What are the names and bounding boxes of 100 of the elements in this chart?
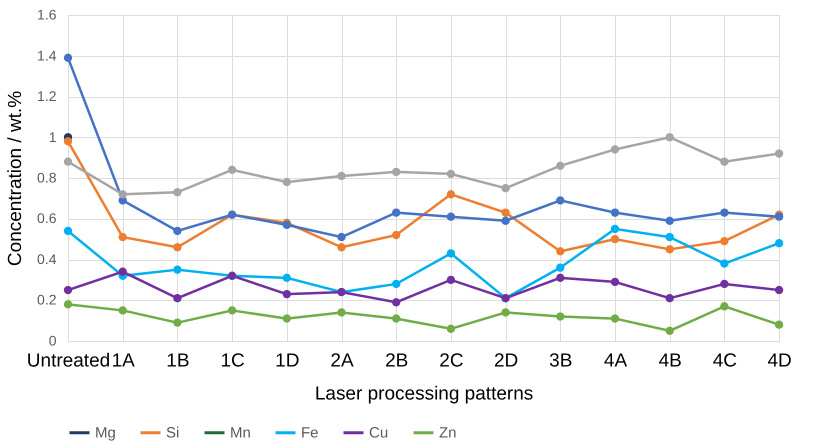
point xyxy=(666,326,674,335)
point xyxy=(228,306,236,315)
x-tick-label: 2A xyxy=(330,350,354,372)
point xyxy=(282,178,291,186)
point xyxy=(666,216,674,225)
point xyxy=(610,278,620,286)
legend-label: Zn xyxy=(438,424,456,442)
point xyxy=(173,188,182,196)
x-tick-label: 3B xyxy=(549,350,572,372)
point xyxy=(173,226,182,236)
legend-label: Mg xyxy=(95,424,116,442)
point xyxy=(501,184,510,192)
point xyxy=(118,190,127,198)
point xyxy=(446,249,456,258)
point xyxy=(64,226,72,236)
y-tick-label: 0.8 xyxy=(37,170,57,186)
point xyxy=(173,294,182,302)
x-tick-label: 4A xyxy=(604,350,628,372)
point xyxy=(774,149,784,158)
point xyxy=(666,294,674,302)
y-tick-label: 0.4 xyxy=(37,251,57,267)
x-tick-label: 2D xyxy=(494,350,518,372)
point xyxy=(446,212,456,221)
point xyxy=(720,280,729,288)
point xyxy=(118,268,127,276)
x-tick-label: 4C xyxy=(712,350,738,372)
y-tick-label: 0.2 xyxy=(37,292,57,308)
point xyxy=(556,247,564,256)
x-tick-label: 1D xyxy=(275,350,300,372)
point xyxy=(501,308,510,317)
point xyxy=(173,243,182,252)
legend-label: Mn xyxy=(230,424,251,442)
point xyxy=(556,162,564,170)
x-tick-label: 1C xyxy=(220,350,245,372)
point xyxy=(556,263,564,272)
point xyxy=(610,234,620,244)
y-tick-label: 1.2 xyxy=(37,88,57,104)
point xyxy=(556,312,564,321)
point xyxy=(610,224,620,234)
x-tick-label: 2B xyxy=(385,350,408,372)
x-tick-label: 4B xyxy=(658,350,682,372)
point xyxy=(392,208,400,217)
y-tick-label: 1.6 xyxy=(37,6,57,22)
legend-label: Si xyxy=(166,424,180,442)
y-tick-label: 1.4 xyxy=(37,47,57,64)
legend-label: Fe xyxy=(301,424,318,442)
point xyxy=(64,286,72,294)
point xyxy=(774,239,784,248)
y-tick-label: 0.6 xyxy=(37,210,57,226)
point xyxy=(64,54,72,62)
point xyxy=(556,274,564,282)
point xyxy=(282,290,291,298)
point xyxy=(720,208,729,217)
point xyxy=(610,145,620,154)
point xyxy=(720,158,729,166)
point xyxy=(337,243,346,252)
point xyxy=(337,232,346,242)
point xyxy=(282,220,291,230)
y-tick-label: 0 xyxy=(48,332,57,348)
x-tick-label: Untreated xyxy=(26,350,110,372)
point xyxy=(720,259,729,268)
point xyxy=(501,208,510,217)
x-tick-label: 4D xyxy=(767,350,792,372)
point xyxy=(282,314,291,323)
point xyxy=(392,168,400,176)
point xyxy=(64,137,72,146)
point xyxy=(774,320,784,329)
point xyxy=(337,172,346,180)
point xyxy=(666,133,674,142)
point xyxy=(501,216,510,225)
point xyxy=(446,190,456,198)
point xyxy=(118,232,127,242)
point xyxy=(228,166,236,174)
point xyxy=(392,230,400,240)
point xyxy=(392,314,400,323)
legend-label: Cu xyxy=(368,424,388,442)
point xyxy=(392,280,400,288)
point xyxy=(720,236,729,246)
point xyxy=(446,324,456,333)
point xyxy=(446,170,456,178)
point xyxy=(610,208,620,217)
x-tick-label: 2C xyxy=(439,350,464,372)
x-axis-title: Laser processing patterns xyxy=(314,384,534,404)
point xyxy=(720,302,729,311)
point xyxy=(666,232,674,242)
point xyxy=(337,308,346,317)
point xyxy=(64,158,72,166)
point xyxy=(556,196,564,205)
point xyxy=(666,245,674,254)
point xyxy=(392,298,400,306)
point xyxy=(446,276,456,284)
point xyxy=(118,306,127,315)
point xyxy=(774,286,784,294)
point xyxy=(173,318,182,327)
point xyxy=(610,314,620,323)
y-tick-label: 1 xyxy=(48,128,57,145)
y-axis-title: Concentration / wt.% xyxy=(5,90,26,266)
x-tick-label: 1A xyxy=(112,350,136,372)
point xyxy=(173,266,182,274)
x-tick-label: 1B xyxy=(166,350,190,372)
